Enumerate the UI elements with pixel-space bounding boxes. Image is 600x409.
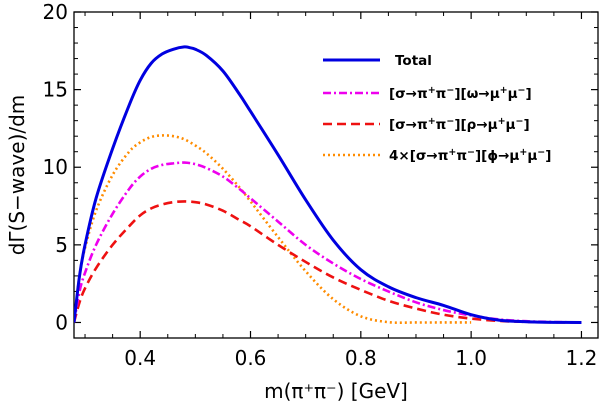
series-line-0 xyxy=(74,45,582,324)
y-tick-label: 10 xyxy=(43,155,68,179)
legend: Total [σ→π+π−][ω→μ+μ−] [σ→π+π−][ρ→μ+μ−] 4×[… xyxy=(323,53,551,164)
y-axis-title: dΓ(S−wave)/dm xyxy=(5,95,29,256)
plot-frame xyxy=(73,11,599,339)
x-axis-title: m(π⁺π⁻) [GeV] xyxy=(264,379,408,403)
y-tick-label: 20 xyxy=(43,0,68,24)
y-tick-label: 0 xyxy=(55,310,68,334)
axis-ticks: 0.4 0.6 0.8 1.0 1.2 0 5 10 15 20 xyxy=(43,0,598,370)
x-tick-label: 1.0 xyxy=(455,346,487,370)
plot-area xyxy=(74,45,582,325)
x-tick-label: 0.6 xyxy=(235,346,267,370)
legend-label-0: Total xyxy=(395,53,432,69)
x-tick-label: 0.8 xyxy=(345,346,377,370)
series-line-2 xyxy=(74,200,582,324)
x-tick-label: 1.2 xyxy=(566,346,598,370)
series-line-1 xyxy=(74,161,582,324)
legend-label-3: 4×[σ→π+π−][ϕ→μ+μ−] xyxy=(389,147,551,165)
legend-label-1: [σ→π+π−][ω→μ+μ−] xyxy=(389,85,532,103)
legend-label-2: [σ→π+π−][ρ→μ+μ−] xyxy=(389,116,530,134)
y-tick-label: 15 xyxy=(43,78,68,102)
y-tick-label: 5 xyxy=(55,233,68,257)
series-line-3 xyxy=(74,134,472,325)
x-tick-label: 0.4 xyxy=(124,346,156,370)
